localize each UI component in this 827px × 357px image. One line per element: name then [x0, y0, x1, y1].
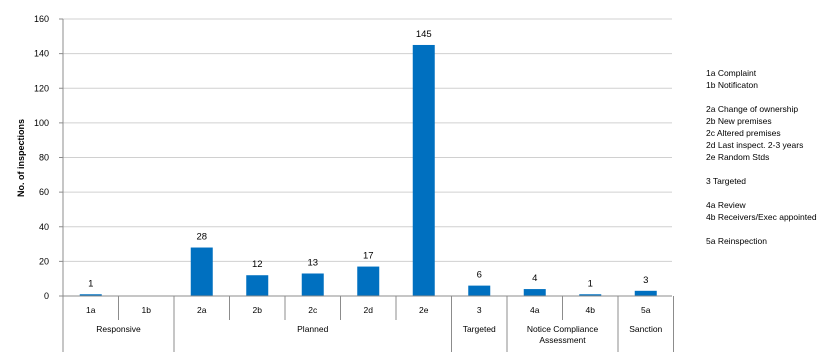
data-label: 17 [363, 251, 374, 262]
legend-line: 3 Targeted [706, 176, 747, 186]
bar [579, 294, 602, 296]
y-tick-label: 160 [34, 14, 49, 24]
x-tick-label: 2e [419, 305, 429, 315]
legend-line: 2d Last inspect. 2-3 years [706, 140, 804, 150]
y-tick-label: 140 [34, 49, 49, 59]
category-legend: 1a Complaint 1b Notificaton 2a Change of o… [706, 67, 817, 247]
bar [523, 289, 546, 296]
y-axis-label: No. of inspections [16, 119, 26, 197]
group-label: Targeted [463, 324, 496, 334]
bar [412, 44, 435, 296]
group-label: Sanction [629, 324, 662, 334]
legend-line: 1b Notificaton [706, 80, 758, 90]
legend-line: 2c Altered premises [706, 128, 781, 138]
legend-spacer [706, 91, 817, 103]
y-tick-label: 100 [34, 118, 49, 128]
data-label: 145 [416, 29, 432, 40]
axes [59, 18, 674, 352]
y-tick-label: 40 [39, 222, 49, 232]
x-tick-label: 1b [142, 305, 152, 315]
legend-line: 4b Receivers/Exec appointed [706, 212, 817, 222]
legend-line: 2e Random Stds [706, 152, 770, 162]
data-label: 4 [532, 273, 537, 284]
legend-spacer [706, 163, 817, 175]
y-tick-label: 60 [39, 187, 49, 197]
legend-line: 5a Reinspection [706, 236, 767, 246]
x-tick-label: 2c [308, 305, 318, 315]
legend-line: 1a Complaint [706, 68, 757, 78]
gridlines [63, 18, 672, 262]
group-label: Notice Compliance Assessment [527, 324, 599, 345]
bar [357, 266, 380, 296]
legend-line: 2a Change of ownership [706, 104, 799, 114]
group-label: Planned [297, 324, 328, 334]
legend-spacer [706, 223, 817, 235]
bars [79, 44, 657, 296]
bar [79, 294, 102, 296]
x-tick-label: 5a [641, 305, 651, 315]
y-tick-label: 0 [44, 291, 49, 301]
y-tick-label: 20 [39, 256, 49, 266]
bar [246, 275, 269, 296]
x-tick-label: 2b [253, 305, 263, 315]
data-label: 13 [307, 257, 318, 268]
x-tick-label: 2a [197, 305, 207, 315]
legend-line: 2b New premises [706, 116, 772, 126]
x-tick-label: 1a [86, 305, 96, 315]
bar [190, 247, 213, 296]
data-label: 12 [252, 259, 263, 270]
group-label: Responsive [96, 324, 141, 334]
y-tick-label: 80 [39, 153, 49, 163]
data-label: 3 [643, 275, 648, 286]
y-tick-label: 120 [34, 83, 49, 93]
data-label: 1 [588, 278, 593, 289]
x-tick-label: 4b [586, 305, 596, 315]
data-label: 28 [196, 232, 207, 243]
legend-line: 4a Review [706, 200, 746, 210]
bar [634, 290, 657, 296]
x-tick-label: 4a [530, 305, 540, 315]
legend-spacer [706, 187, 817, 199]
data-label: 6 [477, 270, 482, 281]
x-tick-label: 3 [477, 305, 482, 315]
x-tick-label: 2d [364, 305, 374, 315]
bar [468, 285, 491, 296]
data-label: 1 [88, 278, 93, 289]
bar [301, 273, 324, 296]
